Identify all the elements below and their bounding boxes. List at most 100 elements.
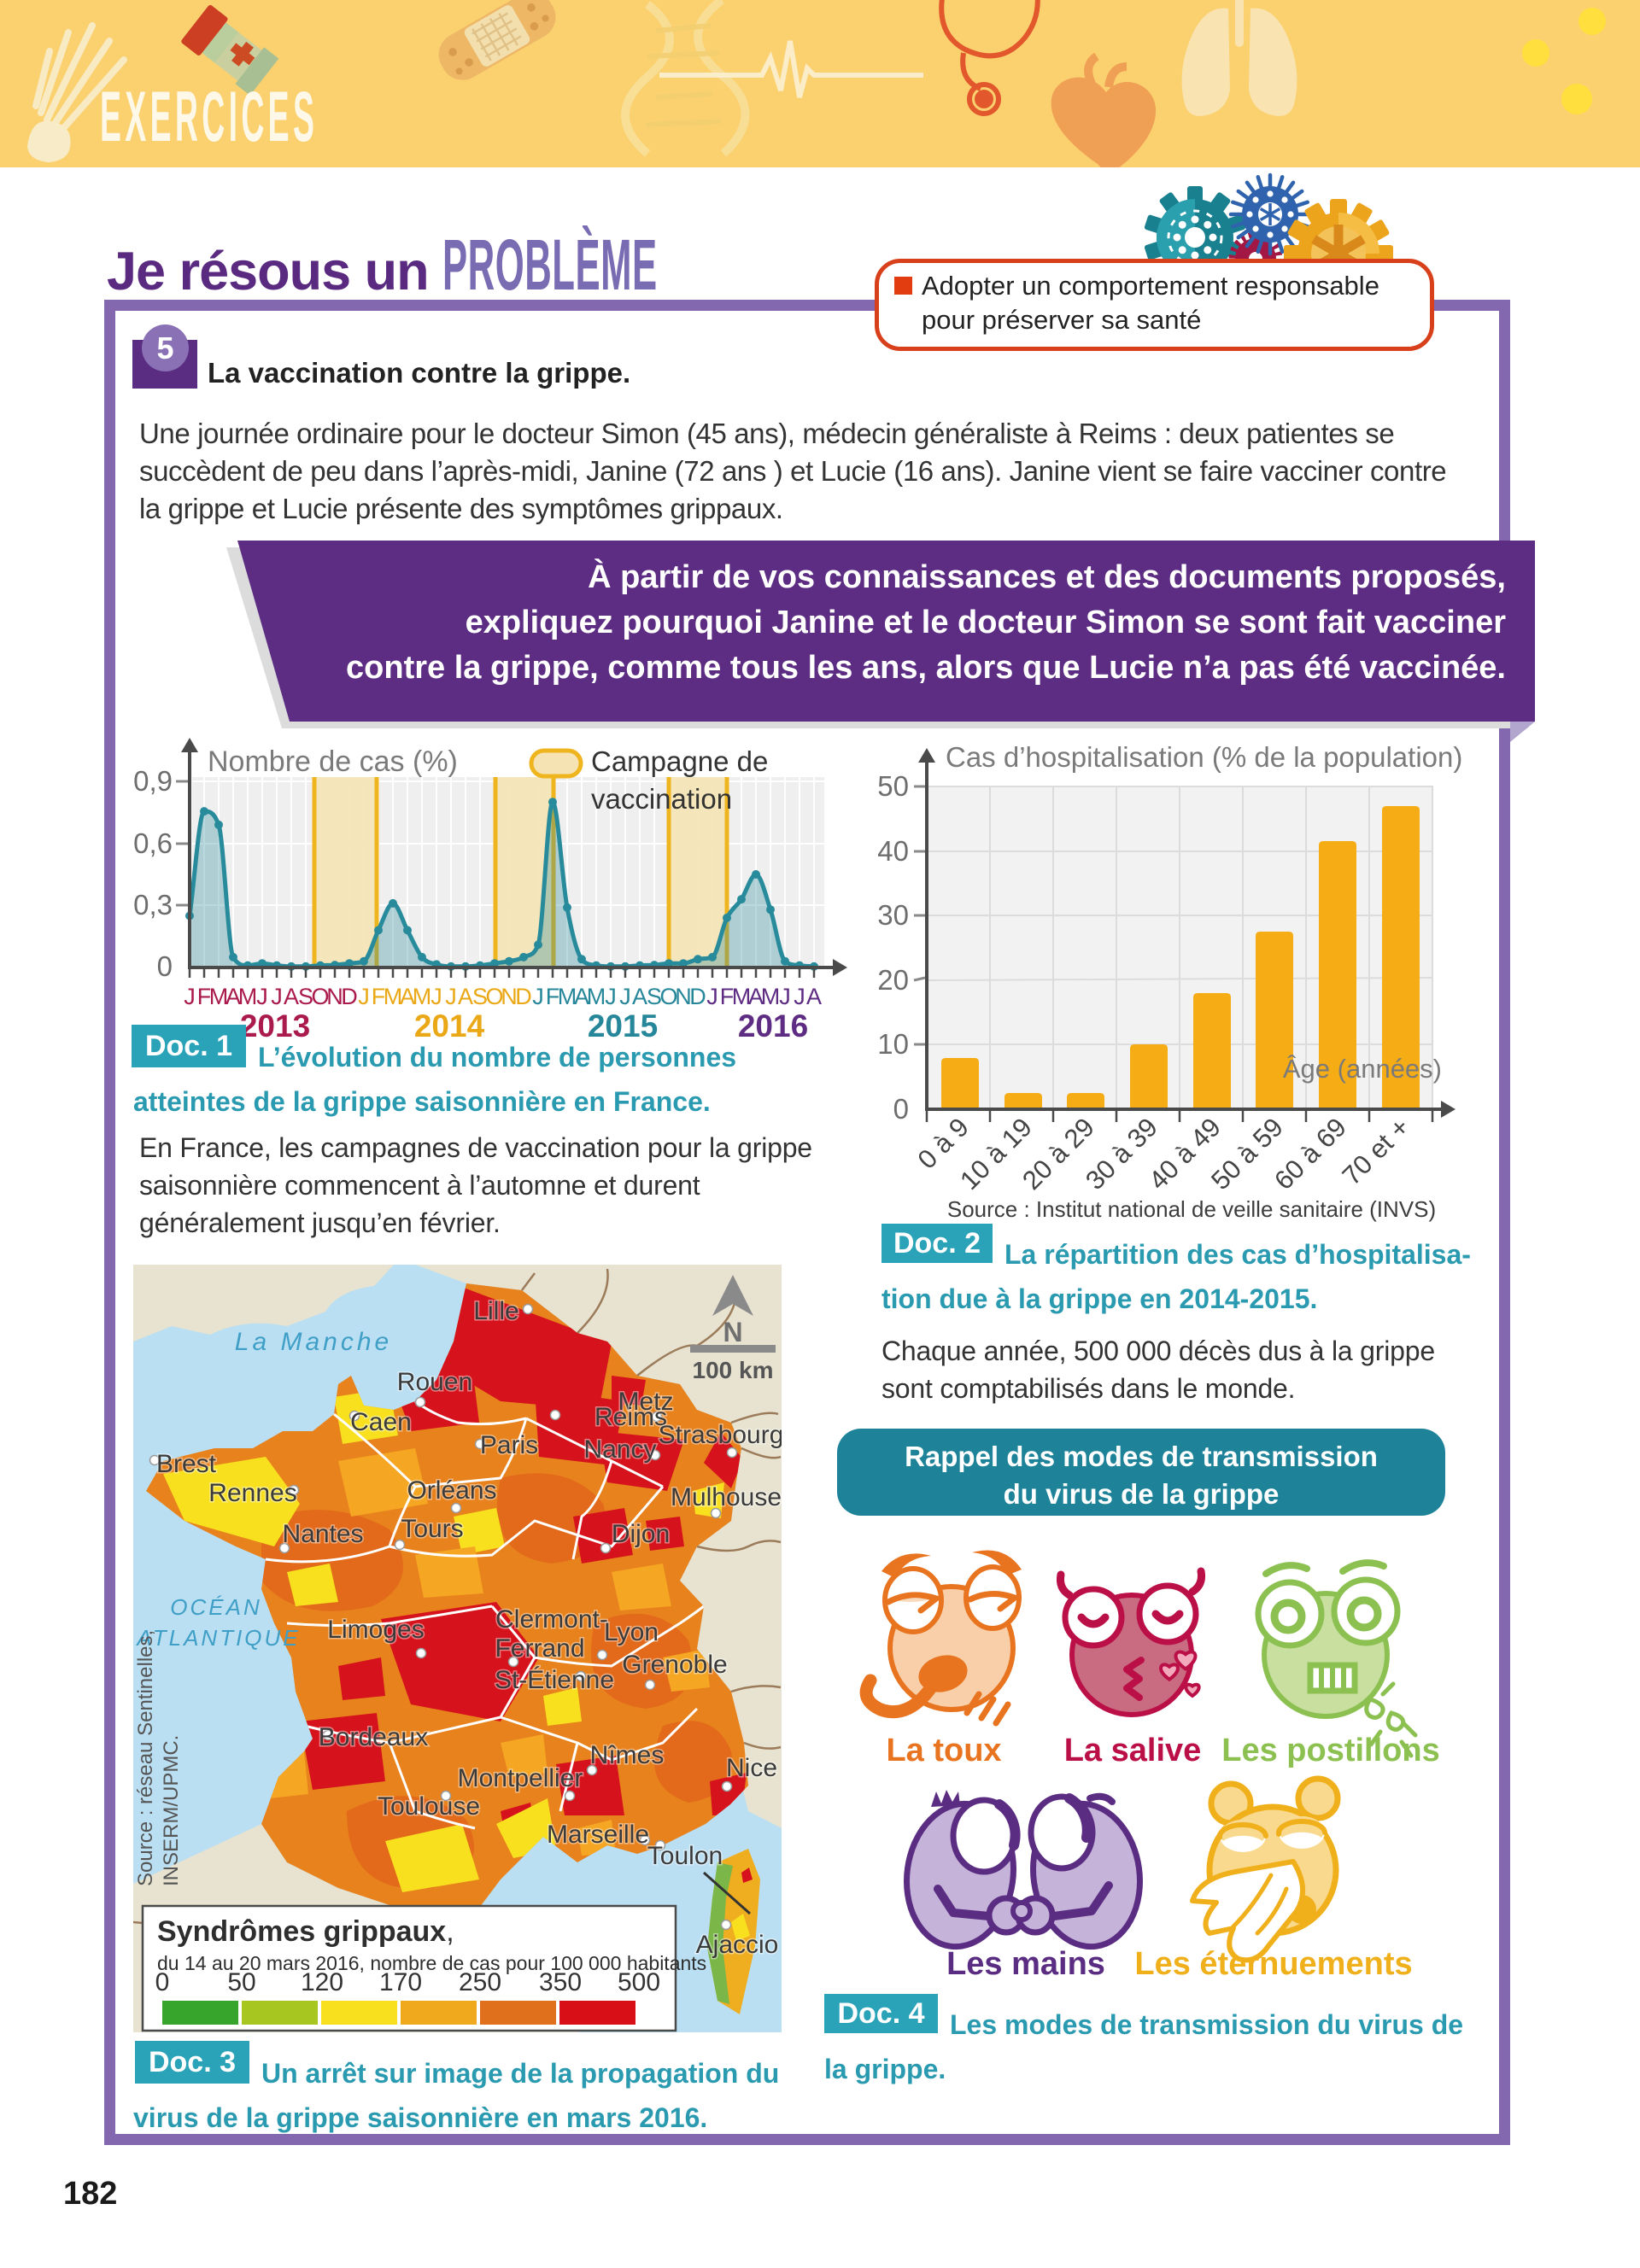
svg-text:Limoges: Limoges bbox=[327, 1616, 424, 1644]
svg-text:Tours: Tours bbox=[401, 1515, 463, 1543]
svg-text:Dijon: Dijon bbox=[612, 1520, 670, 1548]
svg-text:60 à 69: 60 à 69 bbox=[1268, 1112, 1352, 1195]
svg-text:J: J bbox=[184, 984, 196, 1009]
svg-text:F: F bbox=[546, 984, 560, 1009]
svg-text:Brest: Brest bbox=[156, 1450, 217, 1478]
svg-text:Mulhouse: Mulhouse bbox=[671, 1483, 782, 1511]
svg-text:Ferrand: Ferrand bbox=[495, 1634, 584, 1663]
svg-text:0: 0 bbox=[893, 1093, 909, 1125]
svg-text:Strasbourg: Strasbourg bbox=[659, 1421, 782, 1449]
svg-text:Marseille: Marseille bbox=[547, 1821, 649, 1849]
svg-text:0: 0 bbox=[157, 950, 173, 982]
svg-text:70 et +: 70 et + bbox=[1337, 1112, 1415, 1190]
svg-text:2016: 2016 bbox=[738, 1008, 808, 1042]
svg-text:Nîmes: Nîmes bbox=[590, 1741, 665, 1769]
svg-text:Montpellier: Montpellier bbox=[458, 1764, 583, 1792]
svg-text:500: 500 bbox=[618, 1968, 660, 1996]
svg-text:S: S bbox=[647, 984, 662, 1009]
svg-text:O: O bbox=[485, 984, 503, 1009]
svg-text:Âge (années): Âge (années) bbox=[1283, 1054, 1442, 1084]
svg-text:Reims: Reims bbox=[594, 1403, 667, 1431]
svg-text:120: 120 bbox=[301, 1968, 343, 1996]
svg-text:20: 20 bbox=[877, 964, 909, 996]
svg-text:La toux: La toux bbox=[886, 1733, 1001, 1768]
svg-text:A: A bbox=[806, 984, 822, 1009]
svg-text:J: J bbox=[445, 984, 457, 1009]
svg-text:Source : réseau Sentinelles,: Source : réseau Sentinelles, bbox=[134, 1630, 157, 1886]
svg-text:S: S bbox=[472, 984, 488, 1009]
svg-text:S: S bbox=[298, 984, 313, 1009]
svg-text:J: J bbox=[430, 984, 442, 1009]
svg-text:A: A bbox=[458, 984, 473, 1009]
svg-text:Toulon: Toulon bbox=[647, 1842, 723, 1870]
svg-text:A: A bbox=[284, 984, 299, 1009]
svg-text:Rouen: Rouen bbox=[397, 1368, 472, 1396]
svg-text:Syndrômes grippaux,: Syndrômes grippaux, bbox=[157, 1915, 454, 1948]
svg-text:M: M bbox=[238, 984, 258, 1009]
svg-text:M: M bbox=[558, 984, 577, 1009]
svg-text:J: J bbox=[256, 984, 268, 1009]
svg-text:50: 50 bbox=[227, 1968, 255, 1996]
svg-text:OCÉAN: OCÉAN bbox=[170, 1594, 261, 1620]
svg-text:A: A bbox=[400, 984, 415, 1009]
svg-text:N: N bbox=[675, 984, 692, 1009]
svg-text:0,9: 0,9 bbox=[133, 765, 173, 797]
svg-text:D: D bbox=[689, 984, 706, 1009]
svg-text:Campagne de: Campagne de bbox=[591, 745, 768, 777]
svg-text:Les mains: Les mains bbox=[946, 1946, 1105, 1982]
svg-text:Source : Institut national de: Source : Institut national de veille san… bbox=[947, 1196, 1436, 1222]
svg-text:250: 250 bbox=[459, 1968, 501, 1996]
svg-text:O: O bbox=[311, 984, 329, 1009]
svg-text:N: N bbox=[501, 984, 518, 1009]
svg-text:J: J bbox=[706, 984, 718, 1009]
svg-text:J: J bbox=[605, 984, 617, 1009]
svg-text:vaccination: vaccination bbox=[591, 783, 732, 815]
svg-text:D: D bbox=[341, 984, 358, 1009]
svg-text:M: M bbox=[587, 984, 606, 1009]
svg-text:Lyon: Lyon bbox=[604, 1618, 659, 1646]
svg-text:Clermont-: Clermont- bbox=[495, 1605, 608, 1634]
svg-text:J: J bbox=[532, 984, 544, 1009]
svg-text:Cas d’hospitalisation (% de la: Cas d’hospitalisation (% de la populatio… bbox=[946, 741, 1462, 773]
svg-text:Nancy: Nancy bbox=[583, 1435, 656, 1464]
svg-text:D: D bbox=[515, 984, 532, 1009]
svg-text:A: A bbox=[574, 984, 589, 1009]
svg-text:Metz: Metz bbox=[618, 1388, 673, 1416]
svg-text:40: 40 bbox=[877, 835, 909, 867]
svg-text:Les postillons: Les postillons bbox=[1221, 1733, 1439, 1768]
svg-text:2013: 2013 bbox=[240, 1008, 310, 1042]
svg-text:Les éternuements: Les éternuements bbox=[1134, 1946, 1412, 1982]
svg-text:0,6: 0,6 bbox=[133, 827, 173, 859]
svg-text:La Manche: La Manche bbox=[235, 1328, 392, 1356]
svg-text:N: N bbox=[326, 984, 343, 1009]
svg-text:N: N bbox=[723, 1317, 742, 1347]
svg-text:INSERM/UPMC.: INSERM/UPMC. bbox=[160, 1735, 183, 1886]
svg-text:F: F bbox=[720, 984, 735, 1009]
svg-text:O: O bbox=[659, 984, 677, 1009]
svg-text:du 14 au 20 mars 2016, nombre: du 14 au 20 mars 2016, nombre de cas pou… bbox=[157, 1952, 706, 1974]
svg-text:Caen: Caen bbox=[350, 1408, 412, 1436]
svg-text:2014: 2014 bbox=[414, 1008, 485, 1042]
svg-text:J: J bbox=[779, 984, 791, 1009]
svg-text:La salive: La salive bbox=[1064, 1733, 1202, 1768]
svg-text:350: 350 bbox=[539, 1968, 582, 1996]
svg-text:Rennes: Rennes bbox=[208, 1479, 296, 1507]
svg-text:Ajaccio: Ajaccio bbox=[696, 1931, 779, 1959]
svg-text:J: J bbox=[271, 984, 283, 1009]
svg-text:F: F bbox=[197, 984, 212, 1009]
svg-text:M: M bbox=[209, 984, 229, 1009]
svg-text:10: 10 bbox=[877, 1028, 909, 1060]
svg-text:Paris: Paris bbox=[480, 1431, 538, 1459]
svg-text:Nombre de cas (%): Nombre de cas (%) bbox=[208, 745, 458, 778]
svg-text:Lille: Lille bbox=[473, 1297, 518, 1325]
svg-text:F: F bbox=[372, 984, 386, 1009]
svg-text:Orléans: Orléans bbox=[407, 1476, 496, 1505]
svg-text:A: A bbox=[632, 984, 647, 1009]
svg-text:170: 170 bbox=[379, 1968, 422, 1996]
svg-text:A: A bbox=[226, 984, 241, 1009]
svg-text:30: 30 bbox=[877, 899, 909, 931]
svg-text:J: J bbox=[619, 984, 631, 1009]
svg-text:ATLANTIQUE: ATLANTIQUE bbox=[135, 1625, 300, 1651]
svg-text:A: A bbox=[748, 984, 764, 1009]
svg-text:M: M bbox=[384, 984, 403, 1009]
